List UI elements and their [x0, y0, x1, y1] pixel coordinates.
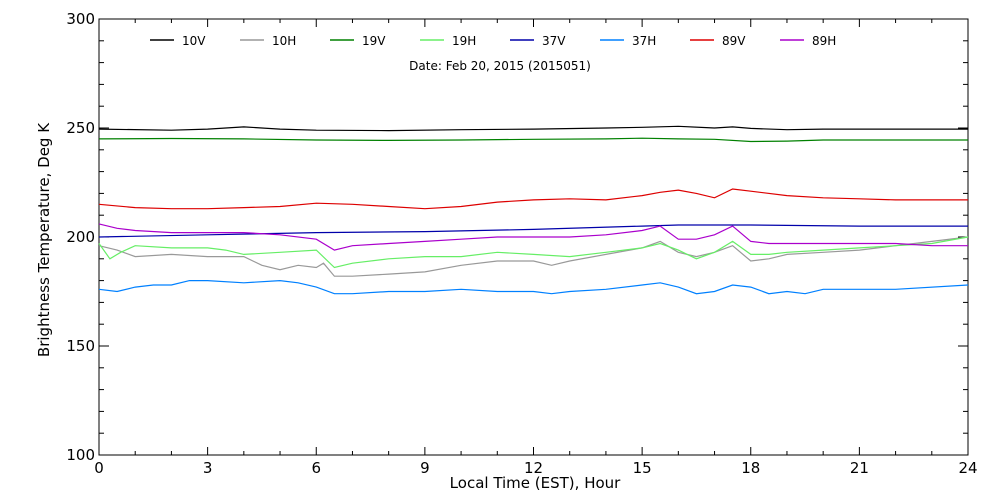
x-tick-label: 0 [94, 459, 104, 477]
series-layer [98, 125, 969, 295]
legend-label-37h: 37H [632, 34, 656, 48]
y-axis-label: Brightness Temperature, Deg K [35, 122, 53, 357]
x-tick-label: 9 [420, 459, 430, 477]
y-tick-label: 150 [66, 337, 95, 355]
x-tick-label: 6 [311, 459, 321, 477]
series-line-37h [98, 279, 969, 295]
legend-label-19v: 19V [362, 34, 386, 48]
x-tick-label: 3 [203, 459, 213, 477]
y-tick-label: 100 [66, 446, 95, 464]
x-tick-label: 12 [524, 459, 543, 477]
series-line-37v [98, 224, 968, 238]
x-tick-label: 24 [958, 459, 977, 477]
legend-label-89h: 89H [812, 34, 836, 48]
legend-label-89v: 89V [722, 34, 746, 48]
ticks-layer: 0 3 6 9 12 15 18 21 24 100 150 200 250 300 [66, 10, 977, 477]
x-axis-label: Local Time (EST), Hour [450, 474, 621, 492]
x-tick-label: 18 [741, 459, 760, 477]
x-tick-label: 21 [850, 459, 869, 477]
series-line-19v [98, 137, 968, 143]
legend-label-10v: 10V [182, 34, 206, 48]
series-line-10v [98, 125, 968, 132]
series-line-89v [98, 188, 968, 210]
legend-label-37v: 37V [542, 34, 566, 48]
legend-label-19h: 19H [452, 34, 476, 48]
legend-label-10h: 10H [272, 34, 296, 48]
y-tick-label: 250 [66, 119, 95, 137]
series-line-10h [98, 236, 969, 277]
y-tick-label: 300 [66, 10, 95, 28]
series-line-89h [98, 223, 968, 251]
legend-layer: 10V 10H 19V 19H 37V 37H 89V 89H [150, 34, 836, 48]
series-line-19h [98, 236, 969, 269]
y-tick-label: 200 [66, 228, 95, 246]
date-annotation: Date: Feb 20, 2015 (2015051) [409, 59, 591, 73]
x-tick-label: 15 [633, 459, 652, 477]
